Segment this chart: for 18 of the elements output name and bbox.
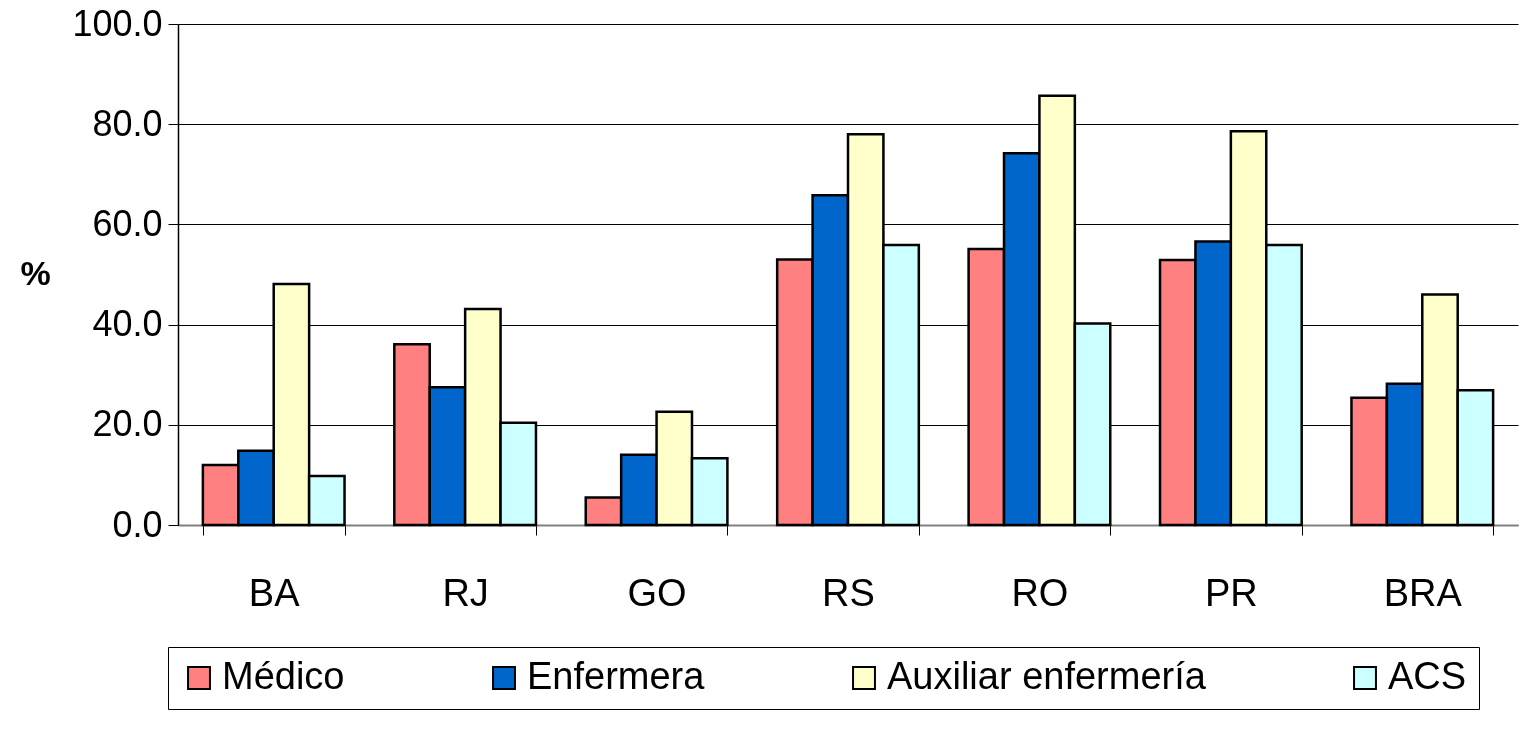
x-tick-label: RO bbox=[1011, 571, 1069, 614]
x-tick-label: PR bbox=[1204, 571, 1258, 614]
legend-label: Enfermera bbox=[527, 655, 706, 697]
x-tick-label: GO bbox=[627, 571, 687, 614]
y-tick-label: 40.0 bbox=[92, 303, 163, 345]
legend-label: Médico bbox=[222, 655, 345, 697]
y-tick-label: 20.0 bbox=[92, 403, 163, 445]
y-tick-label: 80.0 bbox=[92, 102, 163, 144]
x-tick-label: BA bbox=[248, 571, 301, 614]
legend-label: Auxiliar enfermería bbox=[887, 655, 1207, 697]
y-tick-label: 60.0 bbox=[92, 202, 163, 244]
x-tick-label: RJ bbox=[442, 571, 489, 614]
y-tick-label: 100.0 bbox=[72, 2, 163, 44]
x-tick-label: RS bbox=[822, 571, 875, 614]
x-tick-label: BRA bbox=[1383, 571, 1463, 614]
y-tick-label: 0.0 bbox=[112, 503, 163, 545]
y-axis-title: % bbox=[20, 254, 51, 292]
legend-label: ACS bbox=[1388, 655, 1467, 697]
